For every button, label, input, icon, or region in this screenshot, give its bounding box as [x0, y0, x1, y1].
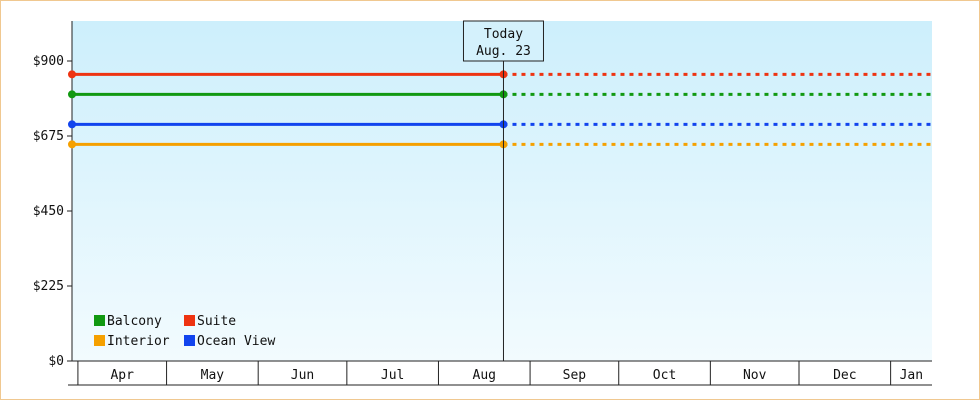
x-tick-label: Aug [473, 368, 496, 383]
legend-swatch [94, 315, 105, 326]
series-start-point [68, 140, 76, 149]
x-tick-label: Jun [291, 368, 314, 383]
x-tick-label: Dec [833, 368, 856, 383]
today-label-date: Aug. 23 [476, 44, 531, 59]
month-axis: Apr May Jun Jul Aug Sep Oct Nov Dec Jan [68, 360, 932, 386]
x-tick-label: Oct [653, 368, 676, 383]
legend-label: Ocean View [197, 334, 275, 349]
today-marker: Today Aug. 23 [462, 20, 544, 361]
series-start-point [68, 70, 76, 79]
y-axis: $0 $225 $450 $675 $900 [33, 21, 73, 369]
series-layer [68, 70, 932, 149]
legend-label: Suite [197, 314, 236, 329]
x-tick-label: Sep [563, 368, 587, 383]
legend: Balcony Suite Interior Ocean View [94, 314, 275, 349]
y-tick-label: $0 [48, 354, 64, 369]
x-tick-label: Nov [743, 368, 767, 383]
x-tick-label: Jan [900, 368, 923, 383]
today-label-title: Today [484, 27, 523, 42]
legend-item: Ocean View [184, 334, 275, 349]
y-tick-label: $675 [33, 129, 64, 144]
x-tick-label: May [201, 368, 225, 383]
legend-item: Suite [184, 314, 236, 329]
y-tick-label: $450 [33, 204, 64, 219]
legend-label: Interior [107, 334, 170, 349]
y-tick-label: $900 [33, 54, 64, 69]
legend-swatch [94, 335, 105, 346]
x-tick-label: Jul [381, 368, 404, 383]
series-start-point [68, 90, 76, 99]
x-tick-label: Apr [110, 368, 134, 383]
legend-swatch [184, 335, 195, 346]
y-tick-label: $225 [33, 279, 64, 294]
legend-item: Balcony [94, 314, 162, 329]
series-start-point [68, 120, 76, 129]
legend-item: Interior [94, 334, 170, 349]
legend-swatch [184, 315, 195, 326]
today-label-box [462, 20, 544, 62]
legend-label: Balcony [107, 314, 162, 329]
